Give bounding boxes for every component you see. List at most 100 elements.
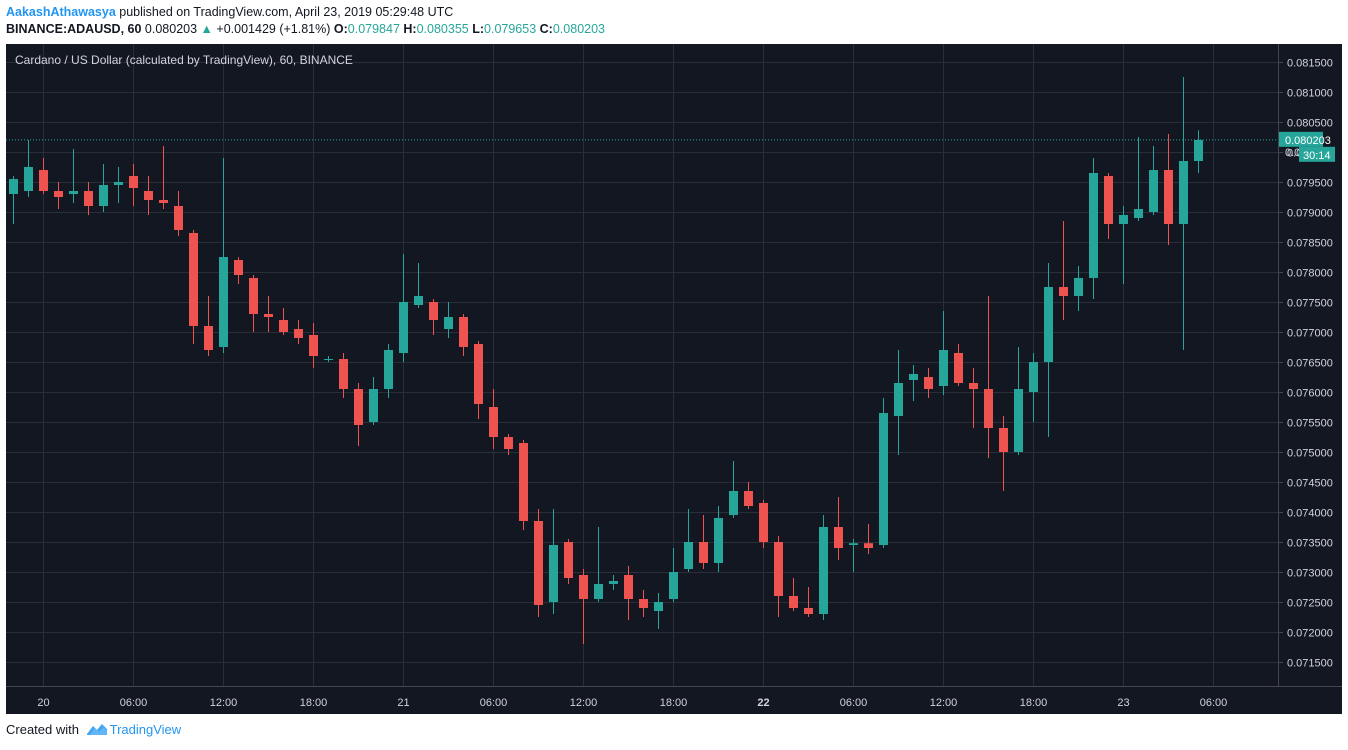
candle-body bbox=[1044, 287, 1053, 362]
candle-body bbox=[219, 257, 228, 347]
candle-body bbox=[369, 389, 378, 422]
candle-body bbox=[249, 278, 258, 314]
candle-body bbox=[69, 191, 78, 194]
candle-body bbox=[519, 443, 528, 521]
time-tick-label: 18:00 bbox=[1020, 697, 1048, 709]
candle-body bbox=[174, 206, 183, 230]
candle-body bbox=[1179, 161, 1188, 224]
candle-body bbox=[39, 170, 48, 191]
chart-title: Cardano / US Dollar (calculated by Tradi… bbox=[15, 53, 353, 67]
time-axis-labels[interactable]: 20 06:00 12:00 18:00 21 06:00 12:00 18:00 22 06:0… bbox=[37, 697, 1227, 709]
candle-body bbox=[189, 233, 198, 326]
last-price-tag bbox=[1279, 131, 1323, 147]
created-with-text: Created with bbox=[6, 722, 79, 737]
time-tick-label: 12:00 bbox=[930, 697, 958, 709]
candle-body bbox=[774, 542, 783, 596]
candle-body bbox=[669, 572, 678, 599]
horizontal-grid bbox=[6, 62, 1278, 663]
price-tick-label: 0.073000 bbox=[1287, 568, 1333, 580]
up-triangle-icon: ▲ bbox=[200, 22, 213, 36]
price-tick-label: 0.073500 bbox=[1287, 538, 1333, 550]
candle-body bbox=[99, 185, 108, 206]
candle-body bbox=[159, 200, 168, 203]
candle-body bbox=[84, 191, 93, 206]
candle-body bbox=[1074, 278, 1083, 296]
candle-body bbox=[714, 518, 723, 563]
candle-body bbox=[114, 182, 123, 185]
price-tick-label: 0.078500 bbox=[1287, 238, 1333, 250]
time-tick-label: 12:00 bbox=[210, 697, 238, 709]
candle-body bbox=[279, 320, 288, 332]
time-tick-label: 23 bbox=[1117, 697, 1129, 709]
high-value: 0.080355 bbox=[416, 22, 469, 36]
price-tick-label: 0.078000 bbox=[1287, 268, 1333, 280]
candle-body bbox=[9, 179, 18, 194]
candle-body bbox=[969, 383, 978, 389]
candle-body bbox=[804, 608, 813, 614]
tradingview-logo-icon bbox=[86, 722, 108, 739]
time-tick-label: 20 bbox=[37, 697, 49, 709]
symbol-line: BINANCE:ADAUSD, 60 0.080203 ▲ +0.001429 … bbox=[6, 22, 605, 36]
candle-body bbox=[639, 599, 648, 608]
low-value: 0.079653 bbox=[484, 22, 537, 36]
time-tick-label: 21 bbox=[397, 697, 409, 709]
candle-body bbox=[1134, 209, 1143, 218]
candle-body bbox=[699, 542, 708, 563]
candle-body bbox=[549, 545, 558, 602]
candle-body bbox=[984, 389, 993, 428]
high-label: H: bbox=[403, 22, 417, 36]
price-tick-label: 0.072500 bbox=[1287, 598, 1333, 610]
footer: Created with TradingView bbox=[6, 722, 181, 739]
vertical-grid bbox=[43, 44, 1214, 686]
price-axis-labels[interactable]: 0.0815000.0810000.0805000.0800000.079500… bbox=[1278, 58, 1333, 670]
candle-body bbox=[759, 503, 768, 542]
candle-body bbox=[1059, 287, 1068, 296]
time-tick-label: 12:00 bbox=[570, 697, 598, 709]
time-tick-label: 06:00 bbox=[120, 697, 148, 709]
candlestick-chart[interactable]: Cardano / US Dollar (calculated by Tradi… bbox=[6, 44, 1342, 714]
candle-body bbox=[879, 413, 888, 545]
candle-body bbox=[909, 374, 918, 380]
chart-container[interactable]: Cardano / US Dollar (calculated by Tradi… bbox=[6, 44, 1342, 714]
candle-body bbox=[504, 437, 513, 449]
candle-body bbox=[1014, 389, 1023, 452]
candle-body bbox=[789, 596, 798, 608]
price-tick-label: 0.071500 bbox=[1287, 658, 1333, 670]
candle-body bbox=[609, 581, 618, 584]
candle-body bbox=[534, 521, 543, 605]
candle-body bbox=[594, 584, 603, 599]
price-tick-label: 0.074000 bbox=[1287, 508, 1333, 520]
price-tick-label: 0.081500 bbox=[1287, 58, 1333, 70]
candle-body bbox=[399, 302, 408, 353]
price-tick-label: 0.079500 bbox=[1287, 178, 1333, 190]
author-link[interactable]: AakashAthawasya bbox=[6, 5, 116, 19]
candle-body bbox=[354, 389, 363, 425]
candle-body bbox=[384, 350, 393, 389]
candle-body bbox=[459, 317, 468, 347]
open-value: 0.079847 bbox=[347, 22, 400, 36]
low-label: L: bbox=[472, 22, 485, 36]
candle-body bbox=[939, 350, 948, 386]
candle-body bbox=[1119, 215, 1128, 224]
price-change: +0.001429 (+1.81%) bbox=[216, 22, 331, 36]
candle-body bbox=[1194, 140, 1203, 161]
candle-body bbox=[309, 335, 318, 356]
candle-body bbox=[849, 543, 858, 545]
symbol-name: BINANCE:ADAUSD, 60 bbox=[6, 22, 142, 36]
price-tick-label: 0.076500 bbox=[1287, 358, 1333, 370]
candle-body bbox=[324, 359, 333, 360]
candle-body bbox=[1104, 176, 1113, 224]
candle-body bbox=[414, 296, 423, 305]
candle-body bbox=[489, 407, 498, 437]
tradingview-brand-link[interactable]: TradingView bbox=[109, 722, 182, 737]
candle-body bbox=[954, 353, 963, 383]
price-tick-label: 0.079000 bbox=[1287, 208, 1333, 220]
candle-body bbox=[684, 542, 693, 569]
close-label: C: bbox=[539, 22, 553, 36]
candle-body bbox=[924, 377, 933, 389]
candle-body bbox=[1149, 170, 1158, 212]
candle-body bbox=[864, 543, 873, 548]
header: AakashAthawasya published on TradingView… bbox=[6, 0, 1342, 44]
price-tick-label: 0.074500 bbox=[1287, 478, 1333, 490]
last-price: 0.080203 bbox=[144, 22, 198, 36]
